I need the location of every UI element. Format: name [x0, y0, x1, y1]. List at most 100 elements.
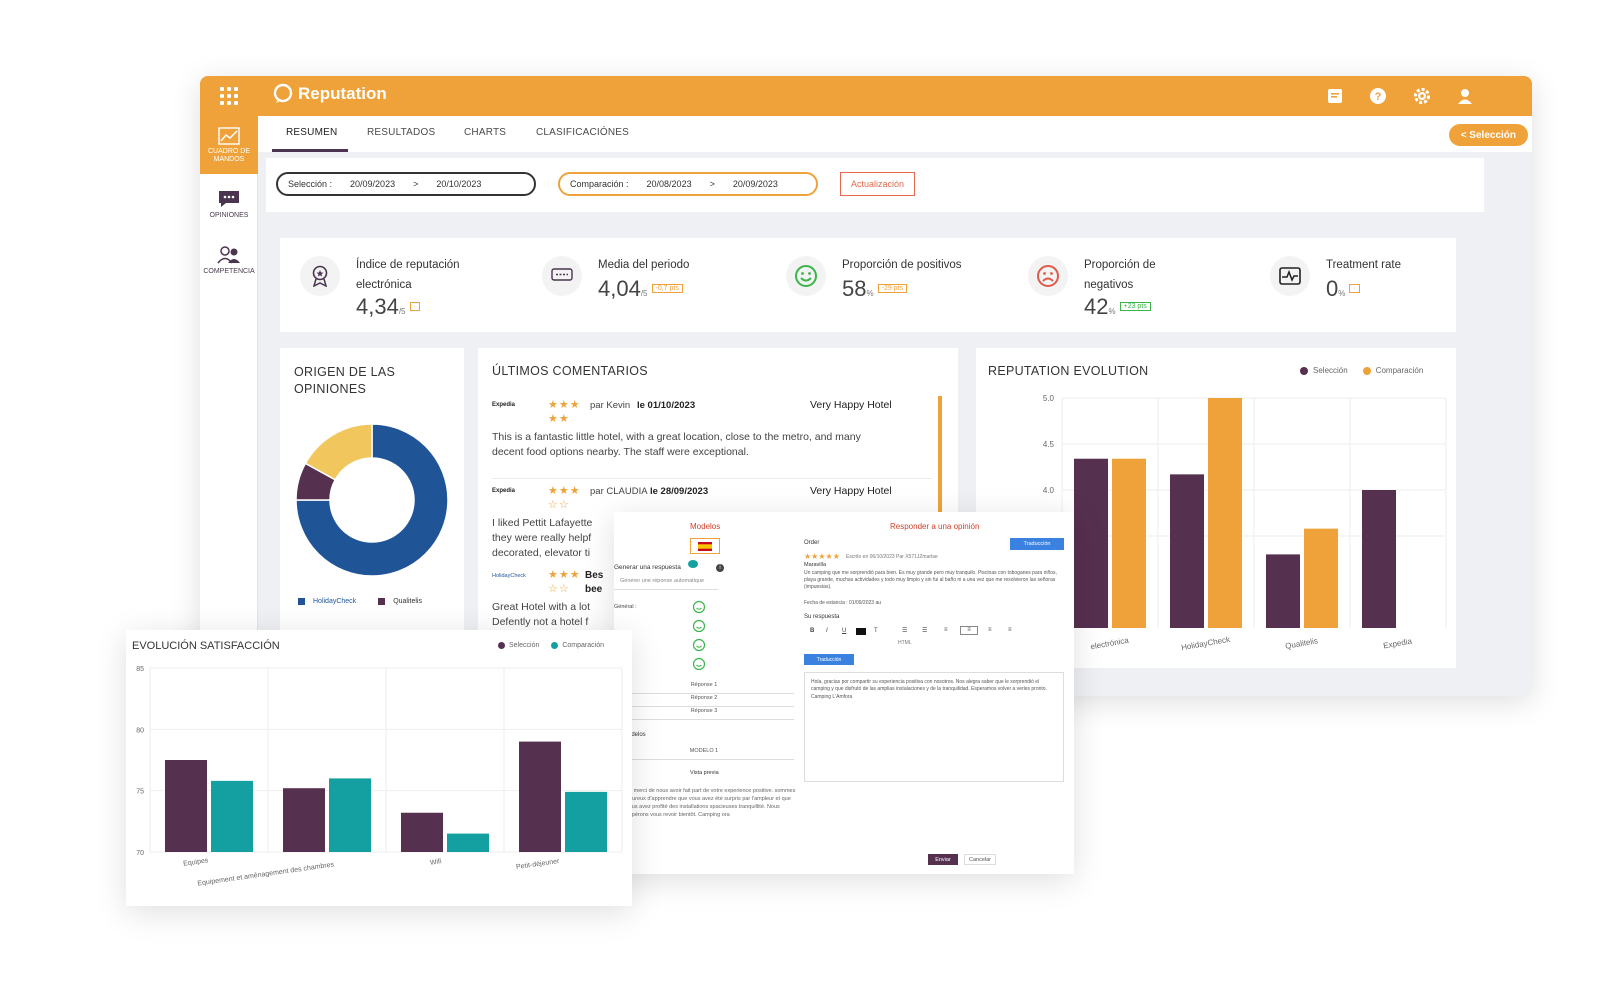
- html-button[interactable]: HTML: [898, 640, 912, 646]
- template-reply-1[interactable]: Réponse 1: [614, 682, 794, 694]
- bold-button[interactable]: B: [810, 628, 815, 634]
- comment-text: decent food options nearby. The staff we…: [492, 446, 749, 458]
- comparison-range-field[interactable]: Comparación : 20/08/2023 > 20/09/2023: [558, 172, 818, 196]
- selection-to: 20/10/2023: [436, 179, 482, 189]
- translate-button[interactable]: Traducción: [1010, 538, 1064, 550]
- order-label: Order: [804, 540, 820, 546]
- kpi-card: Índice de reputación electrónica 4,34/5·…: [280, 238, 1456, 332]
- sidebar-item-competition[interactable]: COMPETENCIA: [200, 232, 258, 290]
- top-bar: Reputation ?: [200, 76, 1532, 116]
- satisfaction-card: EVOLUCIÓN SATISFACCIÓN Selección Compara…: [126, 630, 632, 906]
- comment-source: HolidayCheck: [492, 573, 526, 579]
- tab-clasificaciones[interactable]: CLASIFICACIÓNES: [536, 127, 630, 138]
- comment-hotel: Very Happy Hotel: [810, 399, 892, 411]
- comment-hotel: Very Happy Hotel: [810, 485, 892, 497]
- smile-icon: [692, 600, 706, 614]
- general-score-label: Général :: [614, 604, 637, 610]
- kpi-unit: %: [866, 289, 874, 298]
- kpi-info-badge[interactable]: ·: [1349, 284, 1360, 293]
- kpi-period-mean: Media del periodo 4,04/5-0,7 pts: [532, 252, 752, 322]
- donut-slice-expedia: [295, 423, 449, 577]
- comment-date: le 01/10/2023: [637, 400, 696, 411]
- underline-button[interactable]: U: [842, 628, 847, 634]
- list-icon[interactable]: ☰: [902, 628, 908, 634]
- modelo-1[interactable]: MODELO 1: [614, 748, 794, 760]
- selection-label: Selección :: [288, 179, 333, 189]
- italic-button[interactable]: I: [826, 628, 828, 634]
- update-button[interactable]: Actualización: [840, 172, 916, 196]
- kpi-label: Media del periodo: [598, 259, 690, 271]
- comment-source: Expedia: [492, 488, 516, 494]
- review-meta: Escrito en 06/10/2023 Par X571JZmarlae: [846, 554, 938, 560]
- score-smileys: [692, 600, 706, 670]
- tab-resumen[interactable]: RESUMEN: [286, 127, 338, 138]
- models-label: odelos: [628, 732, 646, 738]
- kpi-delta-badge: -0,7 pts: [651, 284, 683, 293]
- x-tick-label: Petit-déjeuner: [516, 858, 561, 871]
- x-tick-label: HolidayCheck: [1180, 635, 1231, 653]
- tab-resultados[interactable]: RESULTADOS: [367, 127, 436, 138]
- cancel-button[interactable]: Cancelar: [964, 854, 996, 865]
- reply-textarea[interactable]: Hola, gracias por compartir su experienc…: [804, 672, 1064, 782]
- kpi-value: 42%+23 pts: [1084, 294, 1151, 320]
- comment-stars: ☆☆: [548, 499, 570, 511]
- smile-icon: [692, 638, 706, 652]
- activity-icon: [1270, 256, 1310, 296]
- comment-text: decorated, elevator ti: [492, 547, 591, 559]
- kpi-value: 0%·: [1326, 276, 1360, 302]
- apps-grid-button[interactable]: [200, 76, 258, 116]
- help-button[interactable]: ?: [1367, 85, 1389, 107]
- legend-label: Comparación: [1375, 366, 1424, 375]
- comment-stars: ★★★: [548, 569, 581, 581]
- legend-swatch: [551, 642, 559, 649]
- notes-button[interactable]: [1324, 85, 1346, 107]
- bar-selección: [1170, 474, 1204, 628]
- user-button[interactable]: [1454, 85, 1476, 107]
- justify-icon[interactable]: ≡: [1008, 627, 1012, 633]
- app-logo[interactable]: Reputation: [272, 83, 387, 105]
- template-reply-2[interactable]: Réponse 2: [614, 695, 794, 707]
- info-icon[interactable]: i: [716, 564, 724, 572]
- comment-stars: ☆☆: [548, 583, 570, 595]
- seleccion-button[interactable]: < Selección: [1448, 124, 1528, 146]
- numbered-list-icon[interactable]: ☰: [922, 628, 928, 634]
- kpi-value: 4,04/5-0,7 pts: [598, 276, 683, 302]
- preview-label: Vista previa: [690, 770, 719, 776]
- kpi-info-badge[interactable]: ·: [409, 302, 420, 311]
- selection-range-field[interactable]: Selección : 20/09/2023 > 20/10/2023: [276, 172, 536, 196]
- sidebar-item-dashboard[interactable]: CUADRO DE MANDOS: [200, 116, 258, 174]
- settings-button[interactable]: [1411, 85, 1433, 107]
- legend-label: Comparación: [562, 642, 604, 649]
- sidebar-item-opinions[interactable]: OPINIONES: [200, 176, 258, 234]
- generate-reply-label: Generar una respuesta: [614, 564, 681, 571]
- review-stars: ★★★★★: [804, 552, 840, 561]
- donut-slice-qualitelis: [304, 423, 373, 481]
- align-right-icon[interactable]: ≡: [988, 627, 992, 633]
- bar-selección: [401, 812, 443, 852]
- dashboard-chart-icon: [218, 127, 240, 145]
- selection-separator: >: [413, 179, 419, 189]
- origin-title: ORIGEN DE LAS OPINIONES: [294, 365, 396, 396]
- bar-selección: [1266, 554, 1300, 628]
- font-size-button[interactable]: T: [874, 628, 878, 634]
- kpi-treatment-rate: Treatment rate 0%·: [1260, 252, 1480, 322]
- notes-icon: [1328, 89, 1342, 103]
- auto-reply-select[interactable]: Générer une réponse automatique: [614, 578, 718, 590]
- legend-swatch: [298, 598, 305, 605]
- legend-swatch: [498, 642, 505, 649]
- template-reply-3[interactable]: Réponse 3: [614, 708, 794, 720]
- send-button[interactable]: Enviar: [928, 854, 958, 865]
- review-title: Maravilla: [804, 562, 827, 568]
- bar-comparación: [565, 791, 607, 852]
- x-tick-label: electrónica: [1090, 636, 1130, 652]
- align-left-icon[interactable]: ≡: [944, 627, 948, 633]
- translate-reply-button[interactable]: Traducción: [804, 654, 854, 665]
- language-flag-button[interactable]: [690, 538, 720, 554]
- comment-text: Defently not a hotel f: [492, 616, 589, 628]
- bar-selección: [519, 741, 561, 852]
- align-center-icon[interactable]: ≡: [960, 626, 978, 635]
- comment-source: Expedia: [492, 402, 516, 408]
- sidebar-item-label: CUADRO DE MANDOS: [207, 147, 250, 163]
- color-button[interactable]: [856, 628, 866, 635]
- tab-charts[interactable]: CHARTS: [464, 127, 507, 138]
